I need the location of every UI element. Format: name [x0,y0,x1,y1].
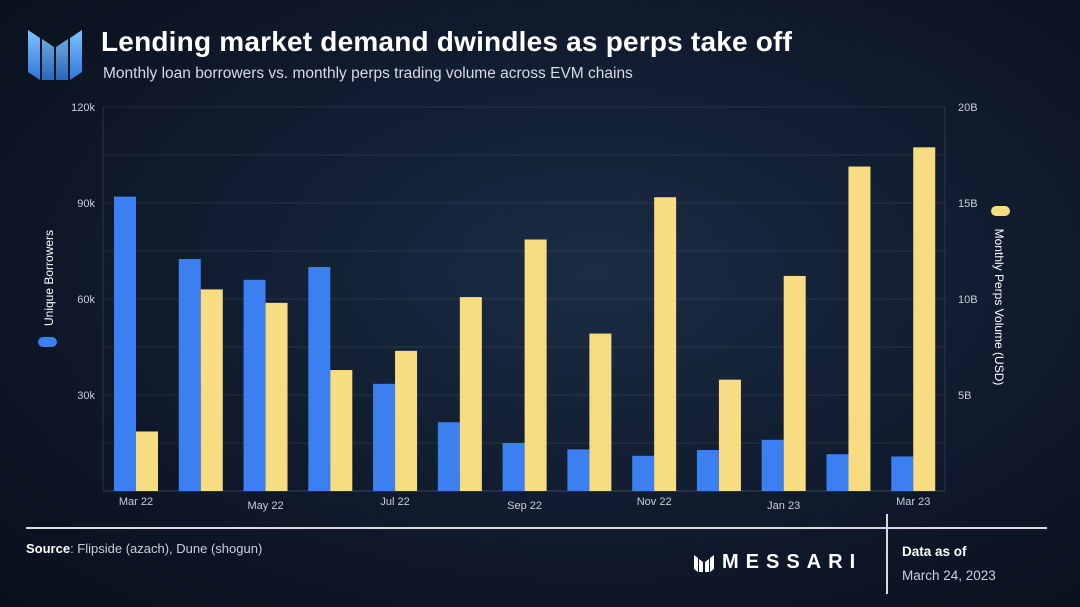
y-right-axis-title: Monthly Perps Volume (USD) [992,229,1006,386]
brand-wordmark: MESSARI [722,551,863,573]
bar-perps-volume [459,297,482,491]
grid-lines [102,106,946,492]
x-tick-label: Mar 23 [896,496,930,508]
bar-perps-volume [783,275,806,491]
source-text: : Flipside (azach), Dune (shogun) [70,541,263,556]
bar-perps-volume [265,302,288,491]
bar-borrowers [826,454,849,491]
x-tick-label: Jul 22 [380,496,409,508]
bar-borrowers [696,450,719,491]
bar-perps-volume [330,370,353,491]
bar-perps-volume [913,147,936,491]
page-subtitle: Monthly loan borrowers vs. monthly perps… [103,65,633,82]
bar-perps-volume [524,239,547,491]
y-right-tick-label: 15B [958,198,978,210]
bar-borrowers [373,383,396,491]
bar-borrowers [891,456,914,491]
y-right-tick-label: 10B [958,294,978,306]
y-left-tick-label: 90k [77,198,95,210]
footer-divider [26,527,1047,529]
bars [114,147,936,492]
x-tick-label: Sep 22 [507,500,542,512]
bar-perps-volume [654,197,677,492]
bar-perps-volume [718,379,741,491]
data-as-of-date: March 24, 2023 [902,568,996,583]
messari-logo-icon [28,30,82,80]
bar-borrowers [178,259,201,491]
y-left-tick-label: 120k [71,102,95,114]
axes: Unique Borrowers Monthly Perps Volume (U… [38,102,1010,512]
source-note: Source: Flipside (azach), Dune (shogun) [26,541,262,556]
data-as-of-label: Data as of [902,544,967,559]
bar-borrowers [308,267,331,491]
bar-borrowers [567,449,590,491]
bar-perps-volume [200,289,223,491]
bar-perps-volume [136,431,158,491]
bar-borrowers [632,455,655,491]
bar-borrowers [243,279,266,491]
x-tick-label: Nov 22 [637,496,672,508]
bar-borrowers [502,443,525,491]
x-tick-label: Mar 22 [119,496,153,508]
messari-mark-icon [694,555,714,572]
legend-swatch-perps [991,206,1010,216]
bar-perps-volume [848,166,871,491]
y-left-axis-title: Unique Borrowers [42,230,56,326]
page-title: Lending market demand dwindles as perps … [101,26,793,57]
bar-borrowers [437,422,460,491]
source-label: Source [26,541,71,556]
bar-perps-volume [589,333,612,491]
y-right-tick-label: 5B [958,390,971,402]
bar-borrowers [114,196,136,491]
legend-swatch-borrowers [38,337,57,347]
bar-borrowers [761,439,784,491]
x-tick-label: Jan 23 [767,500,800,512]
y-right-tick-label: 20B [958,102,978,114]
y-left-tick-label: 30k [77,390,95,402]
footer-vertical-divider [886,514,888,594]
y-left-tick-label: 60k [77,294,95,306]
bar-perps-volume [395,350,418,491]
x-tick-label: May 22 [247,500,283,512]
